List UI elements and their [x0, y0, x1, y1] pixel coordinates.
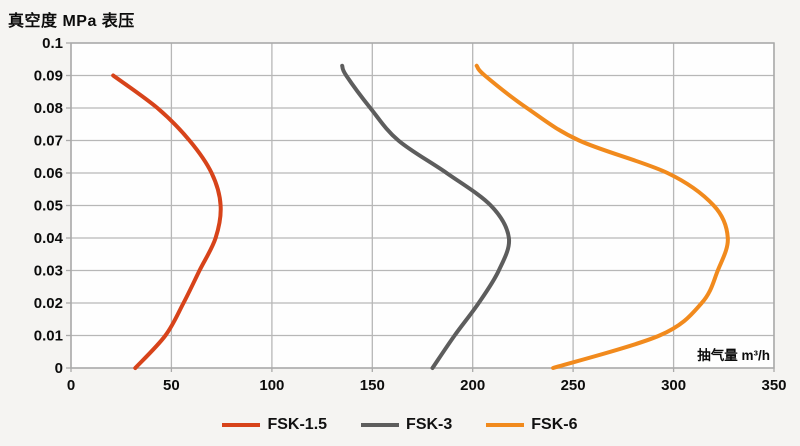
- y-tick-label-0.09: 0.09: [34, 68, 63, 85]
- y-tick-label-0.07: 0.07: [34, 133, 63, 150]
- y-tick-label-0.1: 0.1: [42, 35, 63, 52]
- plot-border: [70, 42, 775, 369]
- legend-item-fsk-1-5: FSK-1.5: [222, 416, 327, 434]
- curve-fsk-6: [474, 63, 730, 370]
- x-axis-label: 抽气量 m³/h: [697, 347, 770, 363]
- y-tick-label-0: 0: [55, 360, 63, 377]
- legend-line-fsk-3-icon: [361, 423, 400, 427]
- y-tick-label-0.08: 0.08: [34, 100, 63, 117]
- x-tick-label-200: 200: [460, 377, 485, 394]
- legend-item-fsk-6: FSK-6: [486, 416, 578, 434]
- y-tick-label-0.06: 0.06: [34, 165, 63, 182]
- legend-line-fsk-6-icon: [486, 423, 525, 427]
- legend-item-fsk-3: FSK-3: [361, 416, 452, 434]
- curve-fsk-1.5: [111, 73, 223, 370]
- x-tick-label-100: 100: [259, 377, 284, 394]
- page-title: 真空度 MPa 表压: [8, 13, 135, 30]
- legend: FSK-1.5 FSK-3 FSK-6: [0, 412, 800, 438]
- y-tick-label-0.05: 0.05: [34, 198, 63, 215]
- x-tick-label-0: 0: [67, 377, 75, 394]
- legend-label-fsk-6: FSK-6: [531, 416, 578, 433]
- x-tick-label-350: 350: [761, 377, 786, 394]
- curve-fsk-3: [340, 63, 512, 370]
- y-tick-label-0.03: 0.03: [34, 263, 63, 280]
- x-tick-label-300: 300: [661, 377, 686, 394]
- y-tick-label-0.04: 0.04: [34, 230, 64, 247]
- legend-label-fsk-1-5: FSK-1.5: [267, 416, 328, 433]
- legend-line-fsk-1-5-icon: [222, 423, 261, 427]
- x-tick-label-50: 50: [163, 377, 180, 394]
- legend-label-fsk-3: FSK-3: [406, 416, 453, 433]
- x-tick-label-250: 250: [561, 377, 586, 394]
- y-tick-label-0.01: 0.01: [34, 328, 63, 345]
- x-tick-label-150: 150: [360, 377, 385, 394]
- y-tick-label-0.02: 0.02: [34, 295, 63, 312]
